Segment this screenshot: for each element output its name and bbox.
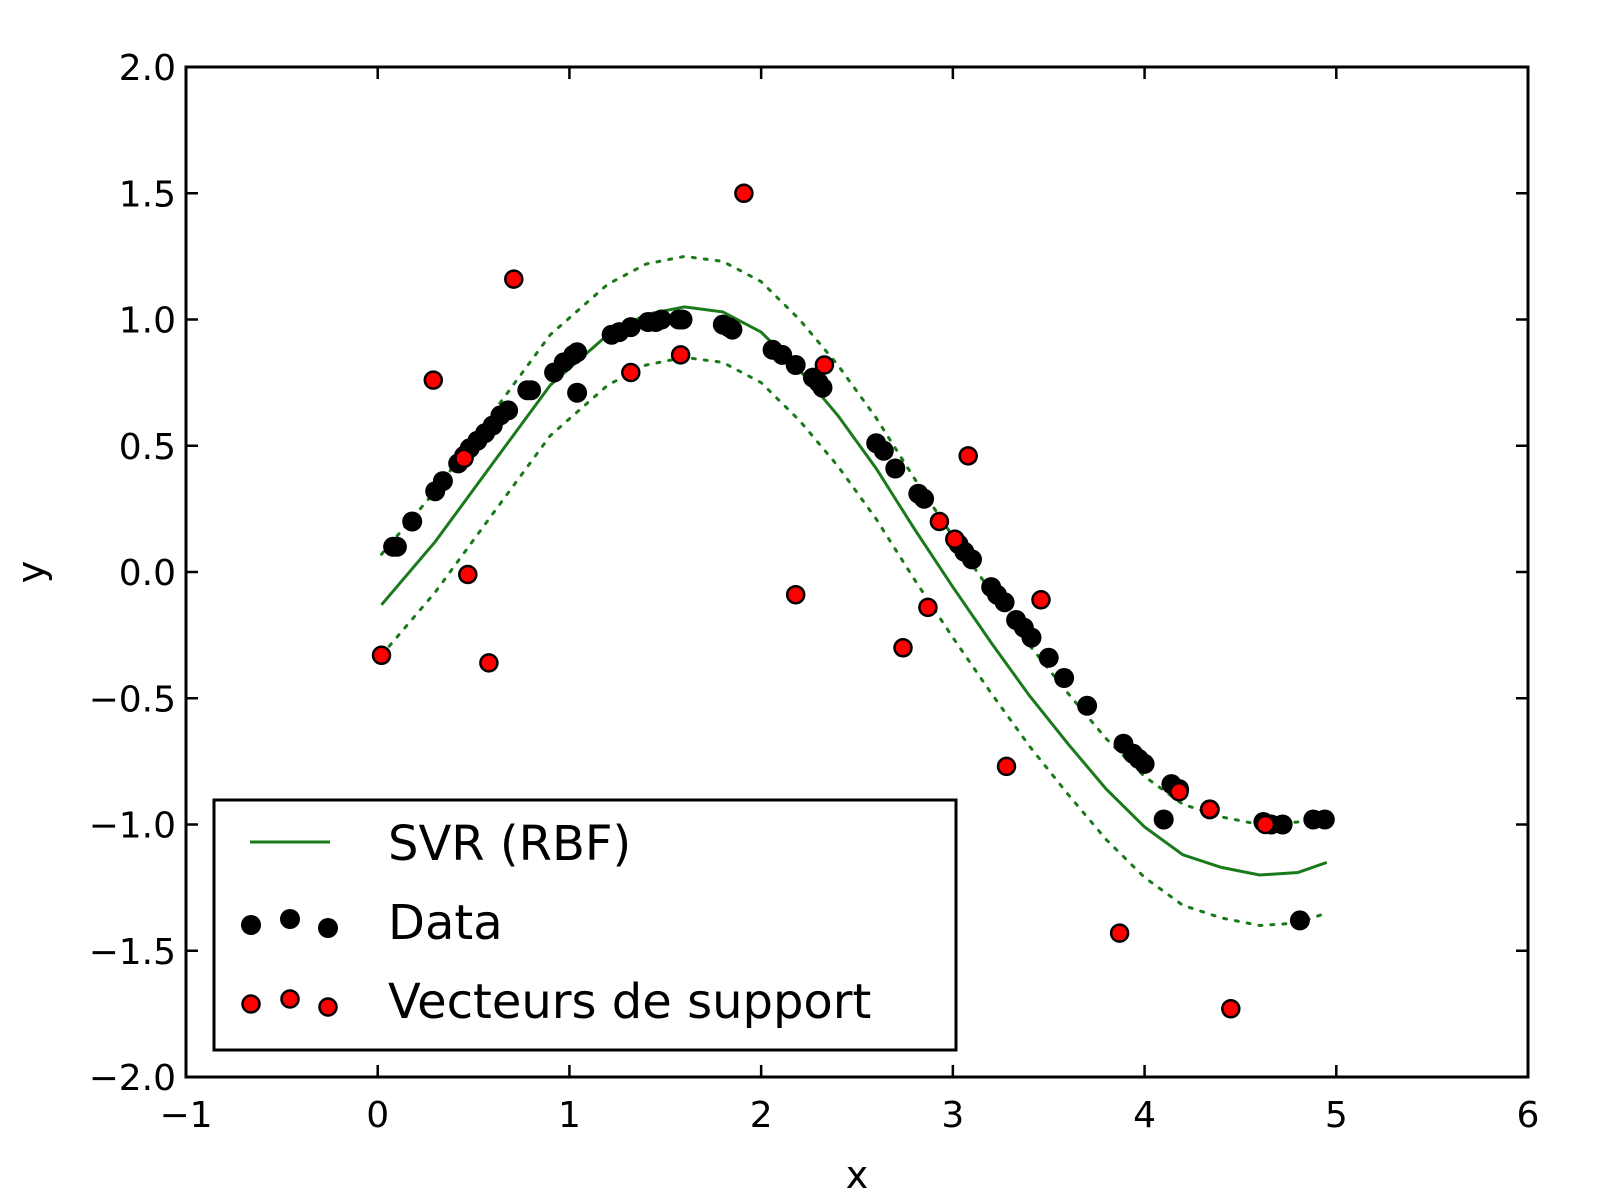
support-vector-point xyxy=(996,756,1017,777)
data-point xyxy=(1134,753,1155,774)
data-point xyxy=(962,549,982,570)
support-vector-point xyxy=(1255,814,1276,835)
series-svr-rbf-line xyxy=(380,305,1328,877)
support-vector-point xyxy=(1109,923,1130,943)
series-svr-band-lower xyxy=(380,355,1329,928)
y-tick-label: 1.5 xyxy=(119,174,176,215)
x-tick-label: 5 xyxy=(1325,1095,1348,1136)
legend-swatch-support-vector-1 xyxy=(241,994,261,1014)
support-vector-point xyxy=(893,638,913,658)
data-point xyxy=(651,309,672,330)
support-vector-point xyxy=(479,653,499,673)
x-axis-label: x xyxy=(846,1153,869,1197)
support-vector-point xyxy=(929,511,950,532)
x-tick-label: 3 xyxy=(941,1095,964,1136)
data-point xyxy=(1289,910,1310,931)
y-tick-label: 2.0 xyxy=(119,48,176,89)
data-point xyxy=(1021,627,1042,648)
support-vector-point xyxy=(458,564,478,585)
legend-label-svr: SVR (RBF) xyxy=(388,816,631,872)
data-point xyxy=(914,488,935,509)
support-vector-point xyxy=(1169,781,1189,802)
plot-area-series xyxy=(371,183,1335,1019)
support-vector-point xyxy=(670,345,691,365)
y-axis-label: y xyxy=(9,561,53,584)
legend-swatch-data-point-2 xyxy=(280,909,300,929)
data-point xyxy=(432,471,453,492)
support-vector-point xyxy=(454,448,474,469)
y-tick-label: −1.5 xyxy=(89,932,176,973)
x-tick-label: −1 xyxy=(159,1095,212,1136)
legend-swatch-support-vector-2 xyxy=(280,989,300,1009)
legend-swatch-data-point-3 xyxy=(318,918,338,938)
x-tick-label: 6 xyxy=(1517,1095,1540,1136)
series-svr-band-upper xyxy=(380,254,1329,827)
support-vector-point xyxy=(814,355,835,375)
data-point xyxy=(1077,695,1098,716)
legend-label-data: Data xyxy=(388,895,503,951)
y-tick-label: 0.0 xyxy=(119,553,176,594)
data-point xyxy=(812,377,833,398)
support-vector-point xyxy=(621,362,641,383)
data-point xyxy=(1153,809,1174,830)
data-point xyxy=(994,592,1015,613)
data-point xyxy=(1038,647,1059,668)
data-point xyxy=(521,380,542,401)
data-point xyxy=(402,511,423,532)
legend-swatch-data-point-1 xyxy=(241,915,261,935)
x-tick-label: 1 xyxy=(558,1095,581,1136)
x-tick-label: 2 xyxy=(750,1095,773,1136)
data-point xyxy=(873,440,894,461)
y-tick-label: −2.0 xyxy=(89,1058,176,1099)
support-vector-point xyxy=(423,370,444,390)
data-point xyxy=(620,317,641,338)
data-point xyxy=(722,319,743,340)
legend-swatch-support-vector-3 xyxy=(318,997,338,1017)
y-tick-label: 1.0 xyxy=(119,301,176,342)
support-vector-point xyxy=(371,645,392,666)
legend-frame xyxy=(212,798,958,1052)
support-vector-point xyxy=(785,584,806,605)
data-point xyxy=(1054,668,1075,688)
x-tick-label: 0 xyxy=(366,1095,389,1136)
data-point xyxy=(1314,809,1335,830)
support-vector-point xyxy=(1200,799,1220,820)
data-point xyxy=(785,355,806,375)
data-point xyxy=(498,400,519,421)
data-point xyxy=(885,458,906,479)
support-vector-point xyxy=(504,269,524,289)
data-point xyxy=(567,342,588,363)
legend-label-support-vectors: Vecteurs de support xyxy=(388,974,871,1030)
support-vector-point xyxy=(1031,590,1051,610)
y-tick-label: −1.0 xyxy=(89,806,176,847)
support-vector-point xyxy=(958,446,978,466)
y-tick-label: 0.5 xyxy=(119,427,176,468)
support-vector-point xyxy=(1221,999,1241,1019)
data-point xyxy=(672,309,693,330)
legend: SVR (RBF) Data Vecteurs de support xyxy=(212,798,958,1052)
support-vector-point xyxy=(918,597,938,618)
data-point xyxy=(386,536,407,557)
support-vector-point xyxy=(734,183,754,204)
data-point xyxy=(567,382,588,403)
data-point xyxy=(1272,814,1293,835)
y-tick-label: −0.5 xyxy=(89,679,176,720)
axis-ticks: −1 0 1 2 3 4 5 6 −2.0 −1.5 −1.0 −0.5 0.0 0.5 1.0 1.5 2.0 xyxy=(89,48,1540,1136)
support-vector-point xyxy=(945,529,965,549)
x-tick-label: 4 xyxy=(1133,1095,1156,1136)
